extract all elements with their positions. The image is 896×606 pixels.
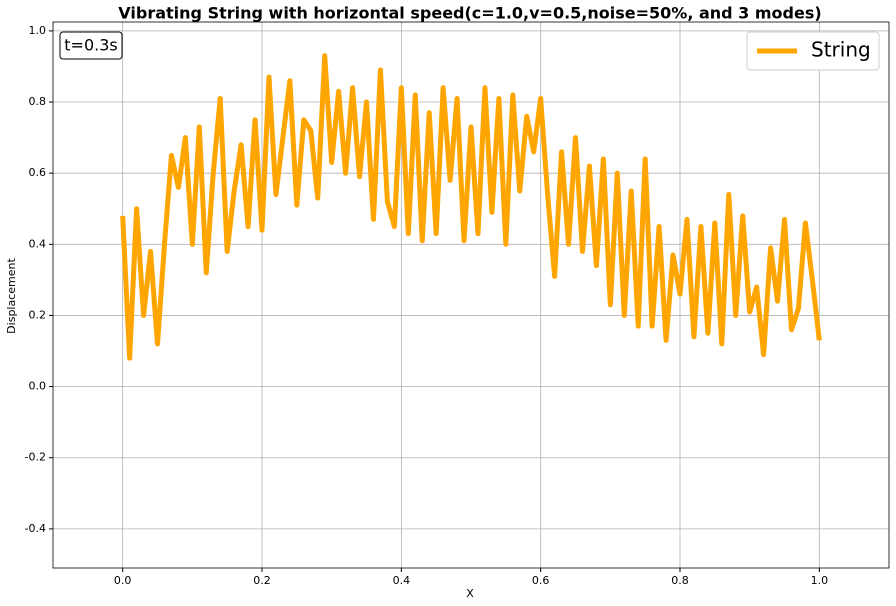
chart-title: Vibrating String with horizontal speed(c… bbox=[118, 4, 821, 23]
x-axis-label: X bbox=[466, 587, 474, 600]
x-tick-label: 1.0 bbox=[811, 574, 829, 587]
y-tick-label: 0.6 bbox=[29, 166, 47, 179]
y-tick-label: 0.4 bbox=[29, 237, 47, 250]
x-tick-label: 0.8 bbox=[671, 574, 689, 587]
x-tick-label: 0.2 bbox=[253, 574, 271, 587]
y-axis-label: Displacement bbox=[5, 258, 18, 334]
y-tick-label: 1.0 bbox=[29, 24, 47, 37]
annotation-box bbox=[59, 31, 123, 60]
plot-frame bbox=[52, 21, 890, 569]
y-tick-label: -0.4 bbox=[25, 522, 46, 535]
x-tick-label: 0.0 bbox=[114, 574, 132, 587]
line bbox=[120, 53, 822, 361]
x-tick-label: 0.6 bbox=[532, 574, 550, 587]
y-tick-label: 0.0 bbox=[29, 380, 47, 393]
y-tick-label: -0.2 bbox=[25, 451, 46, 464]
x-tick-label: 0.4 bbox=[393, 574, 411, 587]
y-tick-label: 0.8 bbox=[29, 95, 47, 108]
y-tick-label: 0.2 bbox=[29, 308, 47, 321]
annotation: t=0.3s bbox=[64, 36, 117, 55]
legend-box bbox=[746, 31, 880, 71]
legend-label: String bbox=[811, 38, 871, 62]
